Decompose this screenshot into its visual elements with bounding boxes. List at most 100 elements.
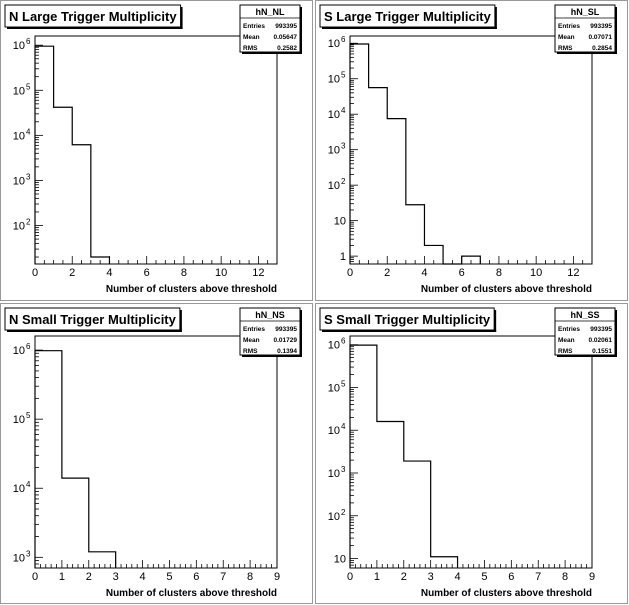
stats-key: RMS [243,45,258,52]
x-tick-label: 10 [530,267,542,279]
y-tick-exponent: 4 [26,127,31,136]
y-tick-exponent: 5 [26,82,31,91]
x-tick-label: 3 [428,571,434,583]
x-tick-label: 6 [193,571,199,583]
y-tick-label: 10 [328,425,340,437]
y-tick-label: 10 [13,221,25,233]
x-tick-label: 4 [106,267,112,279]
y-tick-exponent: 5 [26,411,31,420]
stats-value: 993395 [275,23,297,30]
x-tick-label: 0 [32,571,38,583]
stats-key: RMS [558,348,573,355]
y-tick-exponent: 4 [26,480,31,489]
y-tick-label: 10 [328,74,340,86]
x-tick-label: 8 [247,571,253,583]
x-tick-label: 2 [401,571,407,583]
x-tick-label: 6 [144,267,150,279]
stats-box: hN_SS Entries 993395 Mean 0.02061 RMS 0.1551 [554,307,617,357]
stats-key: Mean [243,337,260,344]
x-tick-label: 2 [69,267,75,279]
x-axis-title: Number of clusters above threshold [106,588,277,599]
stats-key: Entries [243,23,265,30]
y-tick-exponent: 3 [26,549,31,558]
x-tick-label: 8 [496,267,502,279]
stats-key: RMS [243,348,258,355]
stats-name: hN_NL [256,7,286,17]
title-shadow-bottom [7,27,183,29]
x-tick-label: 1 [374,571,380,583]
y-tick-exponent: 2 [341,508,346,517]
stats-frame [239,307,301,356]
x-tick-label: 12 [567,267,579,279]
stats-value: 0.2854 [592,45,612,52]
x-tick-label: 8 [181,267,187,279]
y-tick-label: 10 [328,468,340,480]
x-tick-label: 12 [252,267,264,279]
y-tick-label: 10 [13,414,25,426]
stats-value: 993395 [590,326,612,333]
y-tick-label: 10 [13,85,25,97]
stats-name: hN_SL [571,7,600,17]
y-tick-label: 10 [13,483,25,495]
title-shadow-right [494,310,497,332]
x-axis-title: Number of clusters above threshold [106,284,277,295]
y-tick-label: 10 [328,511,340,523]
y-tick-label: 10 [13,552,25,564]
y-tick-label: 10 [328,180,340,192]
histogram-line [34,45,111,264]
y-tick-label: 1 [340,251,346,263]
title-box: N Small Trigger Multiplicity [4,307,182,332]
histogram-line [349,344,459,568]
y-tick-label: 10 [13,175,25,187]
y-tick-label: 10 [13,40,25,52]
chart-title: S Small Trigger Multiplicity [324,312,491,327]
x-tick-label: 10 [215,267,227,279]
x-tick-label: 5 [481,571,487,583]
title-box: N Large Trigger Multiplicity [4,4,183,29]
x-tick-label: 9 [274,571,280,583]
title-shadow-bottom [7,330,182,332]
y-tick-label: 10 [328,145,340,157]
y-tick-label: 10 [328,38,340,50]
stats-key: Entries [243,326,265,333]
y-tick-exponent: 6 [26,37,31,46]
y-tick-exponent: 3 [341,142,346,151]
x-tick-label: 4 [454,571,460,583]
y-tick-label: 10 [328,382,340,394]
stats-value: 0.01729 [274,337,298,344]
stats-key: Entries [558,326,580,333]
chart-title: N Small Trigger Multiplicity [9,312,177,327]
title-shadow-bottom [322,27,497,29]
x-tick-label: 6 [459,267,465,279]
y-tick-exponent: 2 [26,218,31,227]
stats-key: Mean [243,34,260,41]
stats-box: hN_NS Entries 993395 Mean 0.01729 RMS 0.1394 [239,307,302,357]
x-tick-label: 7 [220,571,226,583]
title-shadow-right [179,310,182,332]
stats-value: 993395 [275,326,297,333]
stats-value: 0.05647 [274,34,298,41]
stats-value: 0.02061 [589,337,613,344]
y-tick-exponent: 4 [341,106,346,115]
stats-key: Mean [558,34,575,41]
y-tick-label: 10 [328,340,340,352]
title-box: S Large Trigger Multiplicity [319,4,497,29]
stats-value: 0.2582 [277,45,297,52]
chart-title: N Large Trigger Multiplicity [9,9,177,24]
x-tick-label: 2 [384,267,390,279]
stats-box: hN_SL Entries 993395 Mean 0.07071 RMS 0.2854 [554,4,617,54]
y-tick-label: 10 [13,345,25,357]
stats-key: RMS [558,45,573,52]
title-shadow-bottom [322,330,497,332]
stats-frame [554,4,616,53]
y-tick-exponent: 6 [341,35,346,44]
x-tick-label: 4 [421,267,427,279]
x-tick-label: 4 [139,571,145,583]
histogram-line [34,350,117,568]
stats-frame [554,307,616,356]
x-tick-label: 2 [86,571,92,583]
